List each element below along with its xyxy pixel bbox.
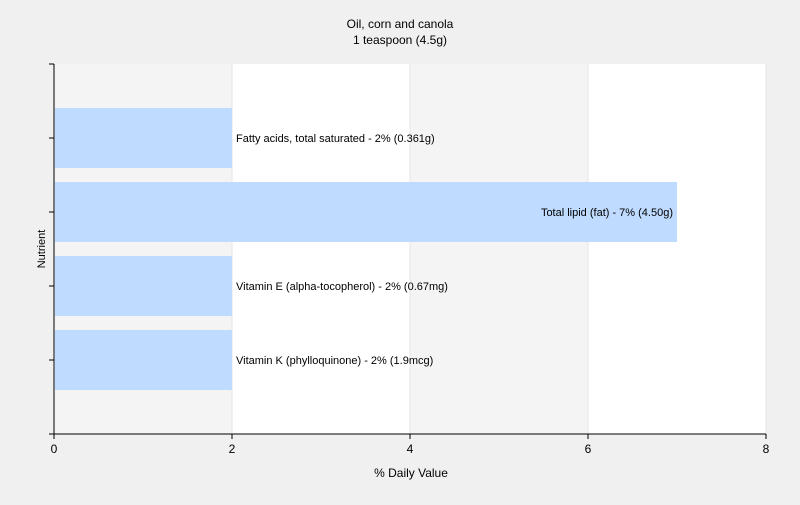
x-tick-label: 2 — [229, 442, 236, 456]
chart-subtitle: 1 teaspoon (4.5g) — [353, 33, 447, 47]
plot-band — [410, 64, 588, 434]
x-tick-label: 0 — [51, 442, 58, 456]
x-tick-label: 6 — [585, 442, 592, 456]
bar-label: Vitamin K (phylloquinone) - 2% (1.9mcg) — [236, 355, 433, 367]
plot-area: Fatty acids, total saturated - 2% (0.361… — [49, 63, 770, 456]
x-tick-label: 4 — [407, 442, 414, 456]
bar-label: Total lipid (fat) - 7% (4.50g) — [541, 207, 673, 219]
bar-label: Fatty acids, total saturated - 2% (0.361… — [236, 133, 435, 145]
bar — [55, 256, 232, 316]
x-tick-label: 8 — [763, 442, 770, 456]
bar — [55, 108, 232, 168]
x-axis-label: % Daily Value — [374, 466, 448, 480]
plot-band — [232, 64, 410, 434]
chart-title: Oil, corn and canola — [347, 17, 454, 31]
y-axis-label: Nutrient — [36, 230, 48, 269]
bar-label: Vitamin E (alpha-tocopherol) - 2% (0.67m… — [236, 281, 448, 293]
plot-band — [588, 64, 766, 434]
bar — [55, 330, 232, 390]
bar — [55, 182, 677, 242]
